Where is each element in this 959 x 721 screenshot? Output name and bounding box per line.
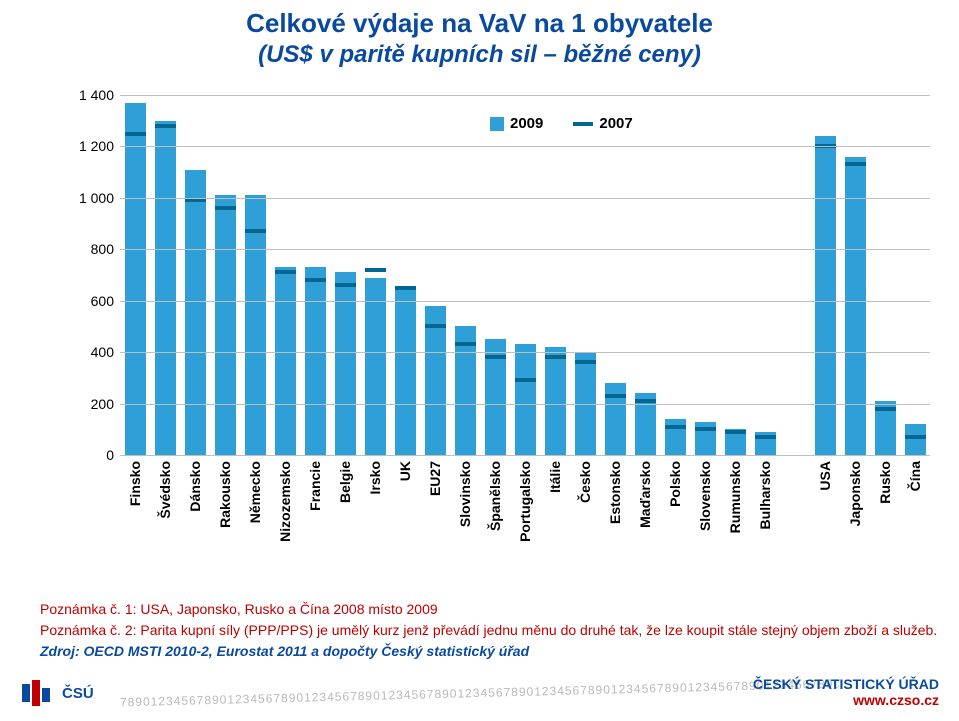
source-citation: Zdroj: OECD MSTI 2010-2, Eurostat 2011 a…	[40, 642, 939, 661]
chart-area: 02004006008001 0001 2001 400 FinskoŠvéds…	[60, 95, 930, 515]
y-tick-label: 0	[65, 447, 120, 463]
grid-line	[120, 301, 930, 302]
x-tick-label: Francie	[307, 461, 323, 511]
marker-2007	[665, 425, 686, 429]
grid-line	[120, 95, 930, 96]
x-tick-label: Nizozemsko	[277, 461, 293, 542]
legend-item: 2009	[490, 115, 543, 132]
legend-item: 2007	[573, 115, 632, 132]
y-tick-label: 400	[65, 344, 120, 360]
marker-2007	[455, 342, 476, 346]
footer-org: ČESKÝ STATISTICKÝ ÚŘAD	[753, 676, 939, 692]
x-tick-label: Dánsko	[187, 461, 203, 512]
legend-swatch	[573, 122, 593, 126]
y-tick-label: 800	[65, 241, 120, 257]
grid-line	[120, 352, 930, 353]
x-tick-label: Rumunsko	[727, 461, 743, 533]
marker-2007	[575, 360, 596, 364]
x-tick-label: Česko	[577, 461, 593, 503]
marker-2007	[425, 324, 446, 328]
x-tick-label: Maďarsko	[637, 461, 653, 528]
marker-2007	[485, 355, 506, 359]
x-tick-label: Španělsko	[487, 461, 503, 531]
markers-layer	[120, 95, 930, 455]
marker-2007	[545, 355, 566, 359]
x-tick-label: Belgie	[337, 461, 353, 503]
notes-block: Poznámka č. 1: USA, Japonsko, Rusko a Čí…	[40, 600, 939, 661]
csu-logo-icon	[20, 678, 58, 708]
grid-line	[120, 198, 930, 199]
title-block: Celkové výdaje na VaV na 1 obyvatele (US…	[0, 0, 959, 69]
marker-2007	[155, 124, 176, 128]
grid-line	[120, 404, 930, 405]
x-tick-label: Irsko	[367, 461, 383, 494]
marker-2007	[125, 132, 146, 136]
x-tick-label: Čína	[907, 461, 923, 491]
footer-right: ČESKÝ STATISTICKÝ ÚŘAD www.czso.cz	[753, 676, 939, 708]
footer-url: www.czso.cz	[753, 692, 939, 708]
marker-2007	[335, 283, 356, 287]
marker-2007	[845, 162, 866, 166]
x-tick-label: Slovensko	[697, 461, 713, 531]
y-tick-label: 1 400	[65, 87, 120, 103]
x-tick-label: Německo	[247, 461, 263, 523]
x-tick-label: USA	[817, 461, 833, 491]
legend: 2009 2007	[490, 115, 633, 132]
x-axis-labels: FinskoŠvédskoDánskoRakouskoNěmeckoNizoze…	[120, 455, 930, 515]
marker-2007	[605, 394, 626, 398]
marker-2007	[635, 399, 656, 403]
x-tick-label: Portugalsko	[517, 461, 533, 542]
x-tick-label: Japonsko	[847, 461, 863, 526]
marker-2007	[305, 278, 326, 282]
y-tick-label: 600	[65, 293, 120, 309]
legend-label: 2009	[510, 115, 543, 132]
marker-2007	[725, 430, 746, 434]
marker-2007	[395, 286, 416, 290]
x-tick-label: Itálie	[547, 461, 563, 493]
x-tick-label: EU27	[427, 461, 443, 496]
marker-2007	[755, 435, 776, 439]
legend-swatch	[490, 117, 504, 131]
footer-logo: ČSÚ	[20, 678, 94, 708]
x-tick-label: Finsko	[127, 461, 143, 506]
chart-subtitle: (US$ v paritě kupních sil – běžné ceny)	[0, 41, 959, 69]
source-text: Zdroj: OECD MSTI 2010-2, Eurostat 2011 a…	[40, 643, 529, 659]
marker-2007	[515, 378, 536, 382]
x-tick-label: Bulharsko	[757, 461, 773, 529]
x-tick-label: Švédsko	[157, 461, 173, 519]
y-tick-label: 1 200	[65, 138, 120, 154]
legend-label: 2007	[599, 115, 632, 132]
chart-title: Celkové výdaje na VaV na 1 obyvatele	[0, 8, 959, 39]
decorative-number-strip: 7890123456789012345678901234567890123456…	[120, 677, 839, 721]
y-tick-label: 1 000	[65, 190, 120, 206]
note-1: Poznámka č. 1: USA, Japonsko, Rusko a Čí…	[40, 600, 939, 619]
x-tick-label: Rakousko	[217, 461, 233, 528]
y-tick-label: 200	[65, 396, 120, 412]
x-tick-label: Polsko	[667, 461, 683, 507]
logo-text: ČSÚ	[62, 685, 94, 702]
marker-2007	[905, 435, 926, 439]
x-tick-label: Rusko	[877, 461, 893, 504]
x-tick-label: Estonsko	[607, 461, 623, 524]
x-tick-label: UK	[397, 461, 413, 481]
grid-line	[120, 146, 930, 147]
marker-2007	[365, 268, 386, 272]
grid-line	[120, 249, 930, 250]
marker-2007	[275, 270, 296, 274]
x-tick-label: Slovinsko	[457, 461, 473, 527]
marker-2007	[185, 198, 206, 202]
marker-2007	[875, 407, 896, 411]
marker-2007	[215, 206, 236, 210]
note-2: Poznámka č. 2: Parita kupní síly (PPP/PP…	[40, 621, 939, 640]
plot-region: 02004006008001 0001 2001 400	[120, 95, 930, 455]
marker-2007	[245, 229, 266, 233]
marker-2007	[695, 427, 716, 431]
